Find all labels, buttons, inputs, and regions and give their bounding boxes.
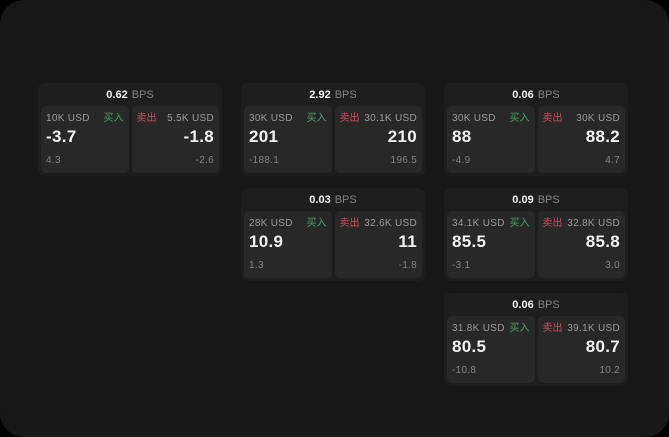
- quote-card: 0.06 BPS 30K USD 买入 88 -4.9 卖出 30K USD 88.2…: [444, 83, 628, 176]
- card-header: 0.06 BPS: [444, 83, 628, 106]
- buy-amount: 31.8K USD: [452, 323, 505, 334]
- buy-sub-value: -4.9: [452, 155, 471, 166]
- sell-amount: 39.1K USD: [567, 323, 620, 334]
- buy-panel[interactable]: 34.1K USD 买入 85.5 -3.1: [447, 211, 535, 278]
- sell-sub-value: 4.7: [605, 155, 620, 166]
- buy-sub-value: -188.1: [249, 155, 280, 166]
- sell-panel[interactable]: 卖出 32.6K USD 11 -1.8: [334, 211, 422, 278]
- buy-label: 买入: [509, 323, 530, 334]
- buy-sub-value: 1.3: [249, 260, 264, 271]
- bps-value: 0.09: [512, 193, 534, 206]
- buy-price: 201: [249, 127, 279, 146]
- buy-amount: 30K USD: [452, 113, 496, 124]
- card-header: 0.62 BPS: [38, 83, 222, 106]
- sell-panel[interactable]: 卖出 30.1K USD 210 196.5: [334, 106, 422, 173]
- bps-unit: BPS: [131, 88, 154, 101]
- sell-price: 85.8: [585, 232, 620, 251]
- bps-unit: BPS: [334, 88, 357, 101]
- bps-value: 0.62: [106, 88, 128, 101]
- buy-sub-value: -3.1: [452, 260, 471, 271]
- bps-unit: BPS: [537, 193, 560, 206]
- sell-price: 88.2: [585, 127, 620, 146]
- buy-amount: 34.1K USD: [452, 218, 505, 229]
- buy-panel[interactable]: 31.8K USD 买入 80.5 -10.8: [447, 316, 535, 383]
- quote-card: 0.03 BPS 28K USD 买入 10.9 1.3 卖出 32.6K USD 1…: [241, 188, 425, 281]
- buy-sub-value: -10.8: [452, 365, 477, 376]
- bps-value: 0.03: [309, 193, 331, 206]
- sell-sub-value: 3.0: [605, 260, 620, 271]
- sell-sub-value: -2.6: [195, 155, 214, 166]
- bps-unit: BPS: [537, 88, 560, 101]
- card-header: 0.03 BPS: [241, 188, 425, 211]
- buy-panel[interactable]: 28K USD 买入 10.9 1.3: [244, 211, 332, 278]
- sell-price: -1.8: [183, 127, 214, 146]
- buy-label: 买入: [509, 113, 530, 124]
- sell-price: 11: [398, 232, 417, 251]
- sell-panel[interactable]: 卖出 39.1K USD 80.7 10.2: [537, 316, 625, 383]
- buy-label: 买入: [103, 113, 124, 124]
- quote-card: 0.62 BPS 10K USD 买入 -3.7 4.3 卖出 5.5K USD -1…: [38, 83, 222, 176]
- quote-card: 0.09 BPS 34.1K USD 买入 85.5 -3.1 卖出 32.8K US…: [444, 188, 628, 281]
- buy-label: 买入: [306, 113, 327, 124]
- buy-price: 88: [452, 127, 472, 146]
- buy-price: 10.9: [249, 232, 284, 251]
- sell-sub-value: 10.2: [599, 365, 620, 376]
- buy-panel[interactable]: 10K USD 买入 -3.7 4.3: [41, 106, 129, 173]
- buy-price: -3.7: [46, 127, 77, 146]
- sell-panel[interactable]: 卖出 32.8K USD 85.8 3.0: [537, 211, 625, 278]
- buy-sub-value: 4.3: [46, 155, 61, 166]
- buy-panel[interactable]: 30K USD 买入 88 -4.9: [447, 106, 535, 173]
- card-header: 2.92 BPS: [241, 83, 425, 106]
- buy-label: 买入: [306, 218, 327, 229]
- sell-panel[interactable]: 卖出 30K USD 88.2 4.7: [537, 106, 625, 173]
- sell-price: 80.7: [585, 337, 620, 356]
- sell-amount: 32.6K USD: [364, 218, 417, 229]
- quote-card: 0.06 BPS 31.8K USD 买入 80.5 -10.8 卖出 39.1K U…: [444, 293, 628, 386]
- sell-label: 卖出: [339, 113, 360, 124]
- quote-card: 2.92 BPS 30K USD 买入 201 -188.1 卖出 30.1K USD…: [241, 83, 425, 176]
- sell-amount: 30K USD: [576, 113, 620, 124]
- buy-amount: 10K USD: [46, 113, 90, 124]
- sell-label: 卖出: [542, 113, 563, 124]
- sell-amount: 32.8K USD: [567, 218, 620, 229]
- bps-value: 2.92: [309, 88, 331, 101]
- sell-label: 卖出: [339, 218, 360, 229]
- sell-label: 卖出: [542, 218, 563, 229]
- card-header: 0.06 BPS: [444, 293, 628, 316]
- sell-sub-value: 196.5: [390, 155, 417, 166]
- sell-amount: 30.1K USD: [364, 113, 417, 124]
- sell-price: 210: [387, 127, 417, 146]
- bps-value: 0.06: [512, 88, 534, 101]
- buy-price: 85.5: [452, 232, 487, 251]
- bps-unit: BPS: [537, 298, 560, 311]
- buy-panel[interactable]: 30K USD 买入 201 -188.1: [244, 106, 332, 173]
- bps-value: 0.06: [512, 298, 534, 311]
- bps-unit: BPS: [334, 193, 357, 206]
- buy-amount: 28K USD: [249, 218, 293, 229]
- sell-sub-value: -1.8: [398, 260, 417, 271]
- buy-amount: 30K USD: [249, 113, 293, 124]
- buy-label: 买入: [509, 218, 530, 229]
- sell-amount: 5.5K USD: [167, 113, 214, 124]
- sell-label: 卖出: [136, 113, 157, 124]
- sell-label: 卖出: [542, 323, 563, 334]
- card-header: 0.09 BPS: [444, 188, 628, 211]
- sell-panel[interactable]: 卖出 5.5K USD -1.8 -2.6: [131, 106, 219, 173]
- buy-price: 80.5: [452, 337, 487, 356]
